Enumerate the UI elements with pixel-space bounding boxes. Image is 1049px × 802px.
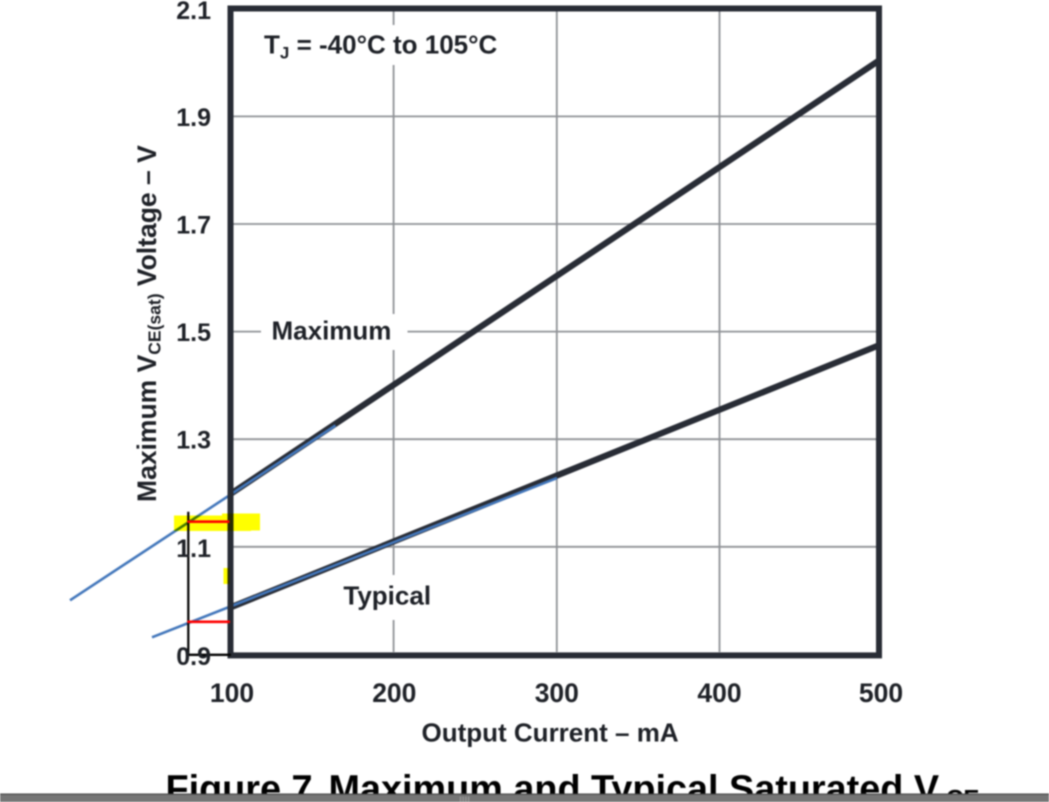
svg-text:0.9: 0.9 — [176, 643, 211, 671]
svg-text:400: 400 — [697, 678, 741, 708]
svg-text:TJ = -40°C to 105°C: TJ = -40°C to 105°C — [264, 30, 498, 63]
svg-text:1.3: 1.3 — [176, 427, 211, 455]
svg-text:200: 200 — [372, 678, 416, 708]
svg-text:1.1: 1.1 — [176, 535, 211, 563]
svg-text:Maximum: Maximum — [272, 316, 392, 346]
svg-text:Maximum VCE(sat) Voltage – V: Maximum VCE(sat) Voltage – V — [132, 145, 164, 502]
svg-text:500: 500 — [859, 678, 903, 708]
svg-text:Output Current – mA: Output Current – mA — [422, 718, 679, 748]
svg-text:1.7: 1.7 — [176, 211, 211, 239]
svg-text:1.9: 1.9 — [176, 104, 211, 132]
svg-text:2.1: 2.1 — [176, 0, 211, 25]
svg-text:1.5: 1.5 — [176, 319, 211, 347]
svg-text:Typical: Typical — [343, 581, 431, 611]
svg-text:100: 100 — [210, 678, 254, 708]
svg-text:300: 300 — [535, 678, 579, 708]
